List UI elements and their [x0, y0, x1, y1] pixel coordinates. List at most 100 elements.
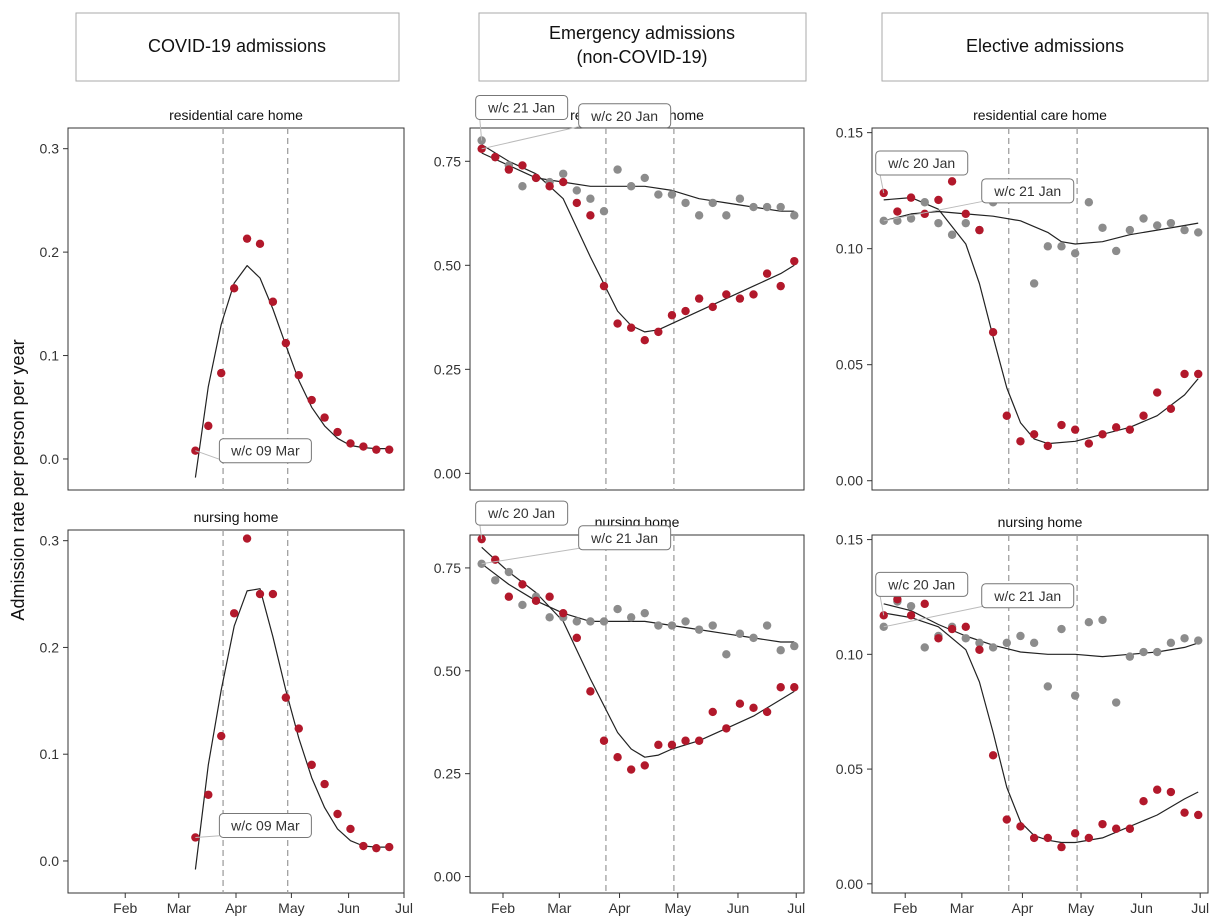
data-point — [961, 634, 970, 643]
data-point — [1125, 652, 1135, 661]
data-point — [667, 311, 677, 320]
facet-title: nursing home — [194, 509, 279, 525]
data-point — [1016, 631, 1025, 641]
data-point — [242, 534, 252, 543]
data-point — [1057, 242, 1066, 251]
chart-panel-5: nursing home 0.00 0.05 0.10 0.15 Feb Mar Apr May… — [836, 514, 1209, 916]
data-point — [545, 613, 554, 622]
data-point — [572, 633, 582, 643]
data-point — [762, 269, 772, 278]
data-point — [255, 239, 265, 249]
data-point — [749, 703, 758, 713]
data-point — [1180, 369, 1189, 379]
x-tick-label: May — [1068, 900, 1094, 916]
annotation-leader — [883, 605, 986, 628]
data-point — [1084, 833, 1094, 843]
data-point — [491, 555, 500, 564]
y-tick-label: 0.05 — [836, 761, 863, 777]
data-point — [1029, 279, 1039, 288]
data-point — [531, 596, 541, 606]
data-point — [681, 306, 690, 316]
data-point — [504, 592, 514, 601]
data-point — [762, 621, 772, 630]
data-point — [586, 211, 595, 220]
annotation-label: w/c 20 Jan — [887, 155, 955, 171]
data-point — [920, 198, 929, 207]
x-tick-label: Feb — [491, 900, 515, 916]
y-tick-label: 0.10 — [836, 241, 863, 257]
column-header-box-covid — [75, 12, 400, 82]
data-point — [1043, 242, 1053, 251]
data-point — [1111, 824, 1121, 833]
column-header-emergency-line1: Emergency admissions — [549, 23, 735, 43]
data-point — [1139, 214, 1148, 223]
annotation-label: w/c 09 Mar — [230, 443, 300, 459]
data-point — [1057, 624, 1066, 634]
y-tick-label: 0.15 — [836, 125, 863, 141]
data-point — [372, 843, 381, 853]
data-point — [217, 731, 226, 741]
data-point — [1125, 824, 1135, 833]
data-point — [491, 152, 500, 162]
data-point — [934, 218, 943, 228]
data-point — [599, 281, 609, 291]
data-point — [790, 683, 799, 692]
data-point — [217, 368, 226, 378]
data-point — [599, 617, 609, 626]
y-tick-label: 0.00 — [836, 473, 863, 489]
data-point — [1194, 636, 1203, 645]
y-tick-label: 0.50 — [434, 663, 461, 679]
data-point — [613, 319, 622, 328]
data-point — [667, 740, 677, 750]
data-point — [1153, 785, 1162, 794]
data-point — [1002, 815, 1011, 824]
data-point — [1029, 833, 1039, 843]
data-point — [1194, 369, 1203, 379]
data-point — [626, 182, 636, 191]
annotation-leader — [195, 450, 224, 462]
y-tick-label: 0.25 — [434, 361, 461, 377]
x-tick-label: Jun — [727, 900, 750, 916]
data-point — [559, 177, 568, 187]
fit-line — [883, 197, 1199, 445]
annotation-box — [578, 103, 672, 129]
data-point — [640, 336, 649, 345]
annotation-leader — [481, 547, 583, 565]
facet-title: residential care home — [973, 107, 1107, 123]
data-point — [307, 395, 316, 405]
data-point — [1194, 228, 1203, 237]
annotation-label: w/c 21 Jan — [487, 99, 555, 115]
data-point — [545, 182, 554, 191]
annotation-leader — [883, 200, 986, 222]
data-point — [320, 413, 329, 422]
y-tick-label: 0.75 — [434, 153, 461, 169]
data-point — [961, 218, 970, 228]
data-point — [735, 294, 745, 303]
data-point — [654, 621, 663, 630]
data-point — [694, 736, 704, 745]
annotation-box — [981, 178, 1075, 204]
data-point — [906, 193, 916, 202]
data-point — [346, 439, 355, 448]
data-point — [1057, 420, 1066, 430]
data-point — [1070, 425, 1080, 434]
data-point — [242, 234, 252, 243]
data-point — [281, 338, 291, 348]
data-point — [975, 638, 984, 648]
y-tick-label: 0.10 — [836, 646, 863, 662]
y-tick-label: 0.75 — [434, 560, 461, 576]
data-point — [920, 599, 929, 609]
data-point — [988, 643, 998, 652]
data-point — [1153, 221, 1162, 230]
data-point — [626, 323, 636, 332]
data-point — [372, 445, 381, 454]
data-point — [294, 724, 303, 733]
column-header-elective: Elective admissions — [966, 36, 1124, 56]
data-point — [518, 161, 527, 170]
annotation-label: w/c 21 Jan — [590, 530, 658, 546]
data-point — [626, 765, 636, 774]
data-point — [694, 294, 704, 303]
data-point — [762, 707, 772, 717]
chart-panel-1: nursing home 0.0 0.1 0.2 0.3 Feb Mar Apr May Jun J… — [40, 509, 413, 916]
data-point — [906, 214, 916, 223]
